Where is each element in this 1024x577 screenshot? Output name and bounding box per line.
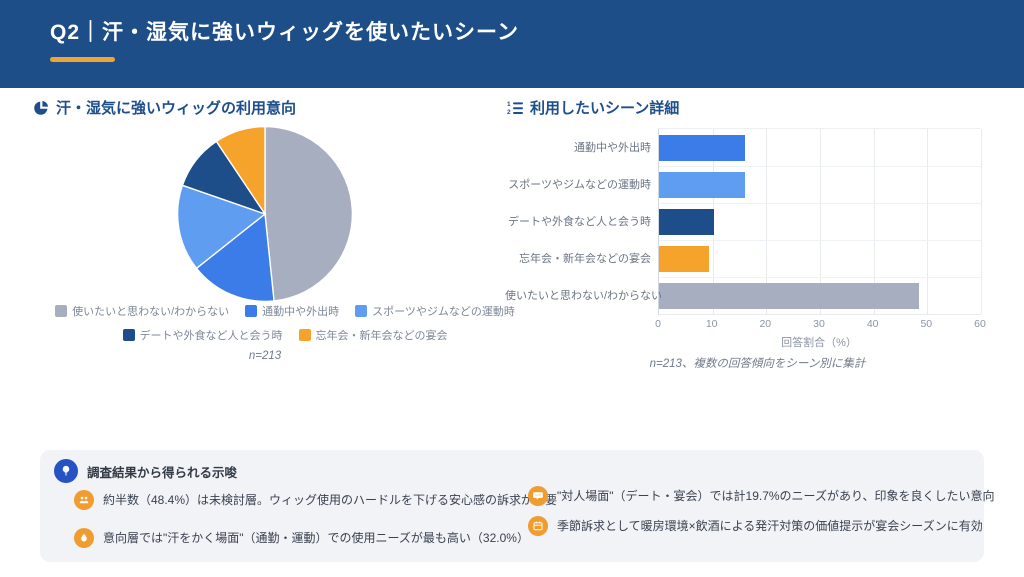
lightbulb-icon: [54, 459, 78, 483]
gridline: [981, 129, 982, 314]
gridline: [766, 129, 768, 314]
gridline: [820, 129, 821, 314]
x-tick-label: 40: [866, 318, 879, 330]
pie-slice-0: [264, 125, 354, 302]
insights-title: 調査結果から得られる示唆: [87, 465, 238, 480]
legend-marker: [245, 305, 258, 317]
insight-text: 季節訴求として暖房環境×飲酒による発汗対策の価値提示が宴会シーズンに有効: [557, 519, 983, 533]
pie-chart: [176, 125, 354, 303]
bar-category-label: デートや外食など人と会う時: [508, 215, 651, 228]
gridline: [659, 166, 981, 167]
bar-category-label: 使いたいと思わない/わからない: [505, 289, 663, 302]
droplet-icon: [74, 528, 94, 548]
x-tick-label: 10: [705, 318, 718, 330]
bar: [659, 245, 710, 272]
bar: [659, 208, 715, 235]
bar-section: 1 2 利用したいシーン詳細 通勤中や外出時スポーツやジムなどの運動時 デートや外…: [505, 96, 1010, 386]
pie-chart-icon: [34, 100, 49, 115]
bar: [659, 282, 919, 309]
insight-text: 約半数（48.4%）は未検討層。ウィッグ使用のハードルを下げる安心感の訴求が必要: [103, 493, 558, 507]
header-bar: Q2｜汗・湿気に強いウィッグを使いたいシーン: [0, 0, 1024, 88]
pie-section-title-text: 汗・湿気に強いウィッグの利用意向: [56, 100, 297, 117]
legend-marker: [55, 305, 68, 317]
legend-label: スポーツやジムなどの運動時: [372, 306, 515, 318]
bar-x-axis-label: 回答割合（%）: [781, 337, 857, 349]
legend-item: 通勤中や外出時: [245, 303, 339, 319]
insights-header: 調査結果から得られる示唆: [54, 459, 237, 483]
bar: [659, 134, 745, 161]
legend-label: デートや外食など人と会う時: [139, 330, 283, 342]
gridline: [659, 277, 981, 278]
x-tick-label: 30: [813, 318, 825, 330]
legend-row: デートや外食など人と会う時 忘年会・新年会などの宴会: [40, 327, 530, 343]
legend-marker: [355, 305, 368, 317]
x-tick-label: 20: [759, 318, 772, 330]
insight-item: 約半数（48.4%）は未検討層。ウィッグ使用のハードルを下げる安心感の訴求が必要: [74, 490, 557, 510]
bar-category-label: 忘年会・新年会などの宴会: [519, 252, 651, 265]
pie-slice-2: [176, 184, 267, 270]
pie-slice-1: [195, 212, 275, 303]
bar-section-title: 1 2 利用したいシーン詳細: [507, 97, 679, 118]
title-accent-bar: [50, 57, 115, 62]
bar-sample-note: n=213、複数の回答傾向をシーン別に集計: [649, 358, 866, 370]
bar-section-title-text: 利用したいシーン詳細: [530, 100, 680, 117]
legend-marker: [298, 329, 311, 341]
people-group-icon: [74, 490, 94, 510]
ordered-list-icon: 1 2: [507, 101, 523, 116]
pie-sample-note: n=213: [248, 350, 282, 362]
bar-category-label: スポーツやジムなどの運動時: [508, 178, 651, 191]
gridline: [873, 129, 875, 314]
legend-label: 使いたいと思わない/わからない: [72, 306, 230, 318]
bar: [659, 171, 745, 198]
svg-text:2: 2: [507, 109, 511, 116]
svg-text:1: 1: [507, 101, 511, 108]
pie-slice-4: [215, 125, 266, 217]
insight-text: 意向層では"汗をかく場面"（通勤・運動）での使用ニーズが最も高い（32.0%）: [103, 531, 529, 545]
pie-legend: 使いたいと思わない/わからない 通勤中や外出時 スポーツやジムなどの運動時デートや外…: [40, 303, 530, 351]
insight-text: "対人場面"（デート・宴会）では計19.7%のニーズがあり、印象を良くしたい意向: [557, 489, 995, 503]
bar-plot-area: [658, 128, 982, 315]
insight-item: 意向層では"汗をかく場面"（通勤・運動）での使用ニーズが最も高い（32.0%）: [74, 528, 529, 548]
page-title: Q2｜汗・湿気に強いウィッグを使いたいシーン: [50, 21, 519, 44]
legend-item: デートや外食など人と会う時: [122, 327, 283, 343]
insight-item: "対人場面"（デート・宴会）では計19.7%のニーズがあり、印象を良くしたい意向: [528, 486, 994, 506]
gridline: [659, 203, 981, 204]
legend-marker: [122, 329, 135, 341]
legend-label: 通勤中や外出時: [262, 306, 340, 318]
x-tick-label: 60: [974, 318, 986, 330]
gridline: [927, 129, 929, 314]
gridline: [659, 240, 981, 241]
insight-item: 季節訴求として暖房環境×飲酒による発汗対策の価値提示が宴会シーズンに有効: [528, 516, 983, 536]
conversation-icon: [528, 486, 548, 506]
legend-item: 使いたいと思わない/わからない: [55, 303, 229, 319]
bar-category-label: 通勤中や外出時: [574, 141, 651, 154]
legend-item: スポーツやジムなどの運動時: [355, 303, 515, 319]
calendar-icon: [528, 516, 548, 536]
legend-label: 忘年会・新年会などの宴会: [315, 330, 448, 342]
x-tick-label: 50: [920, 318, 933, 330]
legend-item: 忘年会・新年会などの宴会: [298, 327, 448, 343]
legend-row: 使いたいと思わない/わからない 通勤中や外出時 スポーツやジムなどの運動時: [40, 303, 530, 319]
insights-panel: 調査結果から得られる示唆 約半数（48.4%）は未検討層。ウィッグ使用のハードル…: [40, 450, 994, 562]
x-tick-label: 0: [655, 318, 661, 330]
pie-section-title: 汗・湿気に強いウィッグの利用意向: [33, 97, 296, 118]
